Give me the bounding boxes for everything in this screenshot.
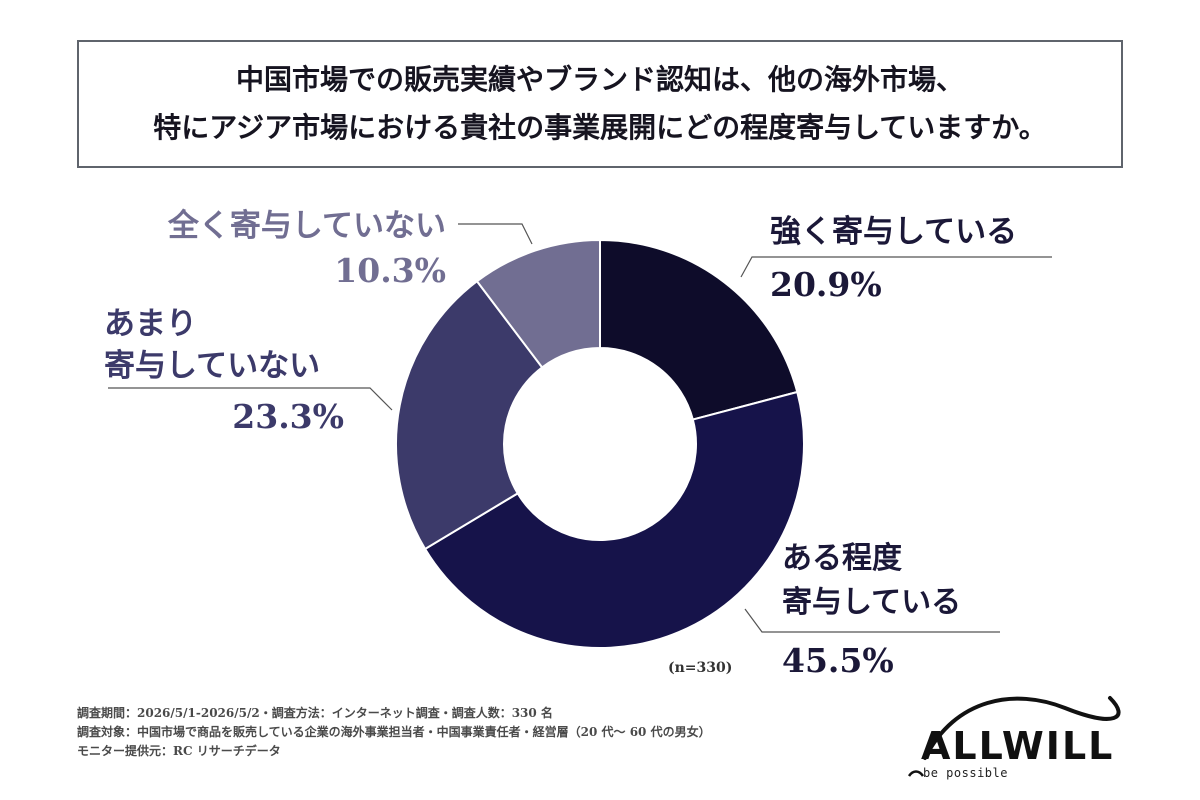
slice-value-1: 45.5% [782, 641, 894, 680]
slice-3 [475, 238, 601, 369]
leader-line-1 [744, 608, 1000, 633]
leader-line-2 [108, 387, 393, 411]
slice-label-2-line-0: あまり [104, 306, 197, 342]
slice-0 [599, 238, 799, 421]
slice-1 [423, 390, 805, 649]
logo-swoosh-icon [907, 696, 1121, 777]
slice-label-2-line-1: 寄与していない [104, 348, 320, 384]
leader-lines [108, 223, 1052, 633]
slice-value-0: 20.9% [770, 265, 882, 304]
sample-size-note: (n=330) [668, 660, 732, 676]
footer-line-target: 調査対象：中国市場で商品を販売している企業の海外事業担当者・中国事業責任者・経営… [77, 725, 711, 739]
leader-line-3 [458, 223, 533, 245]
slice-value-2: 23.3% [232, 397, 344, 436]
leader-line-0 [740, 256, 1052, 278]
slice-value-3: 10.3% [334, 251, 446, 290]
title-line-1: 中国市場での販売実績やブランド認知は、他の海外市場、 [235, 63, 964, 96]
logo-tagline: be possible [923, 766, 1008, 780]
footer-line-provider: モニター提供元：RC リサーチデータ [77, 744, 281, 758]
logo-wordmark: ALLWILL [921, 724, 1115, 768]
footer-line-period: 調査期間：2026/5/1-2026/5/2・調査方法：インターネット調査・調査… [77, 706, 553, 720]
title-line-2: 特にアジア市場における貴社の事業展開にどの程度寄与していますか。 [153, 111, 1047, 144]
allwill-logo: ALLWILL be possible [895, 688, 1135, 783]
slice-label-1-line-0: ある程度 [782, 541, 902, 576]
slice-2 [395, 279, 544, 551]
survey-footer: 調査期間：2026/5/1-2026/5/2・調査方法：インターネット調査・調査… [77, 704, 711, 761]
slice-label-3-line-0: 全く寄与していない [167, 208, 446, 244]
slice-label-0-line-0: 強く寄与している [770, 214, 1017, 250]
slice-label-1-line-1: 寄与している [782, 585, 961, 620]
title-box: 中国市場での販売実績やブランド認知は、他の海外市場、 特にアジア市場における貴社… [77, 40, 1123, 168]
donut-slices [395, 238, 805, 649]
